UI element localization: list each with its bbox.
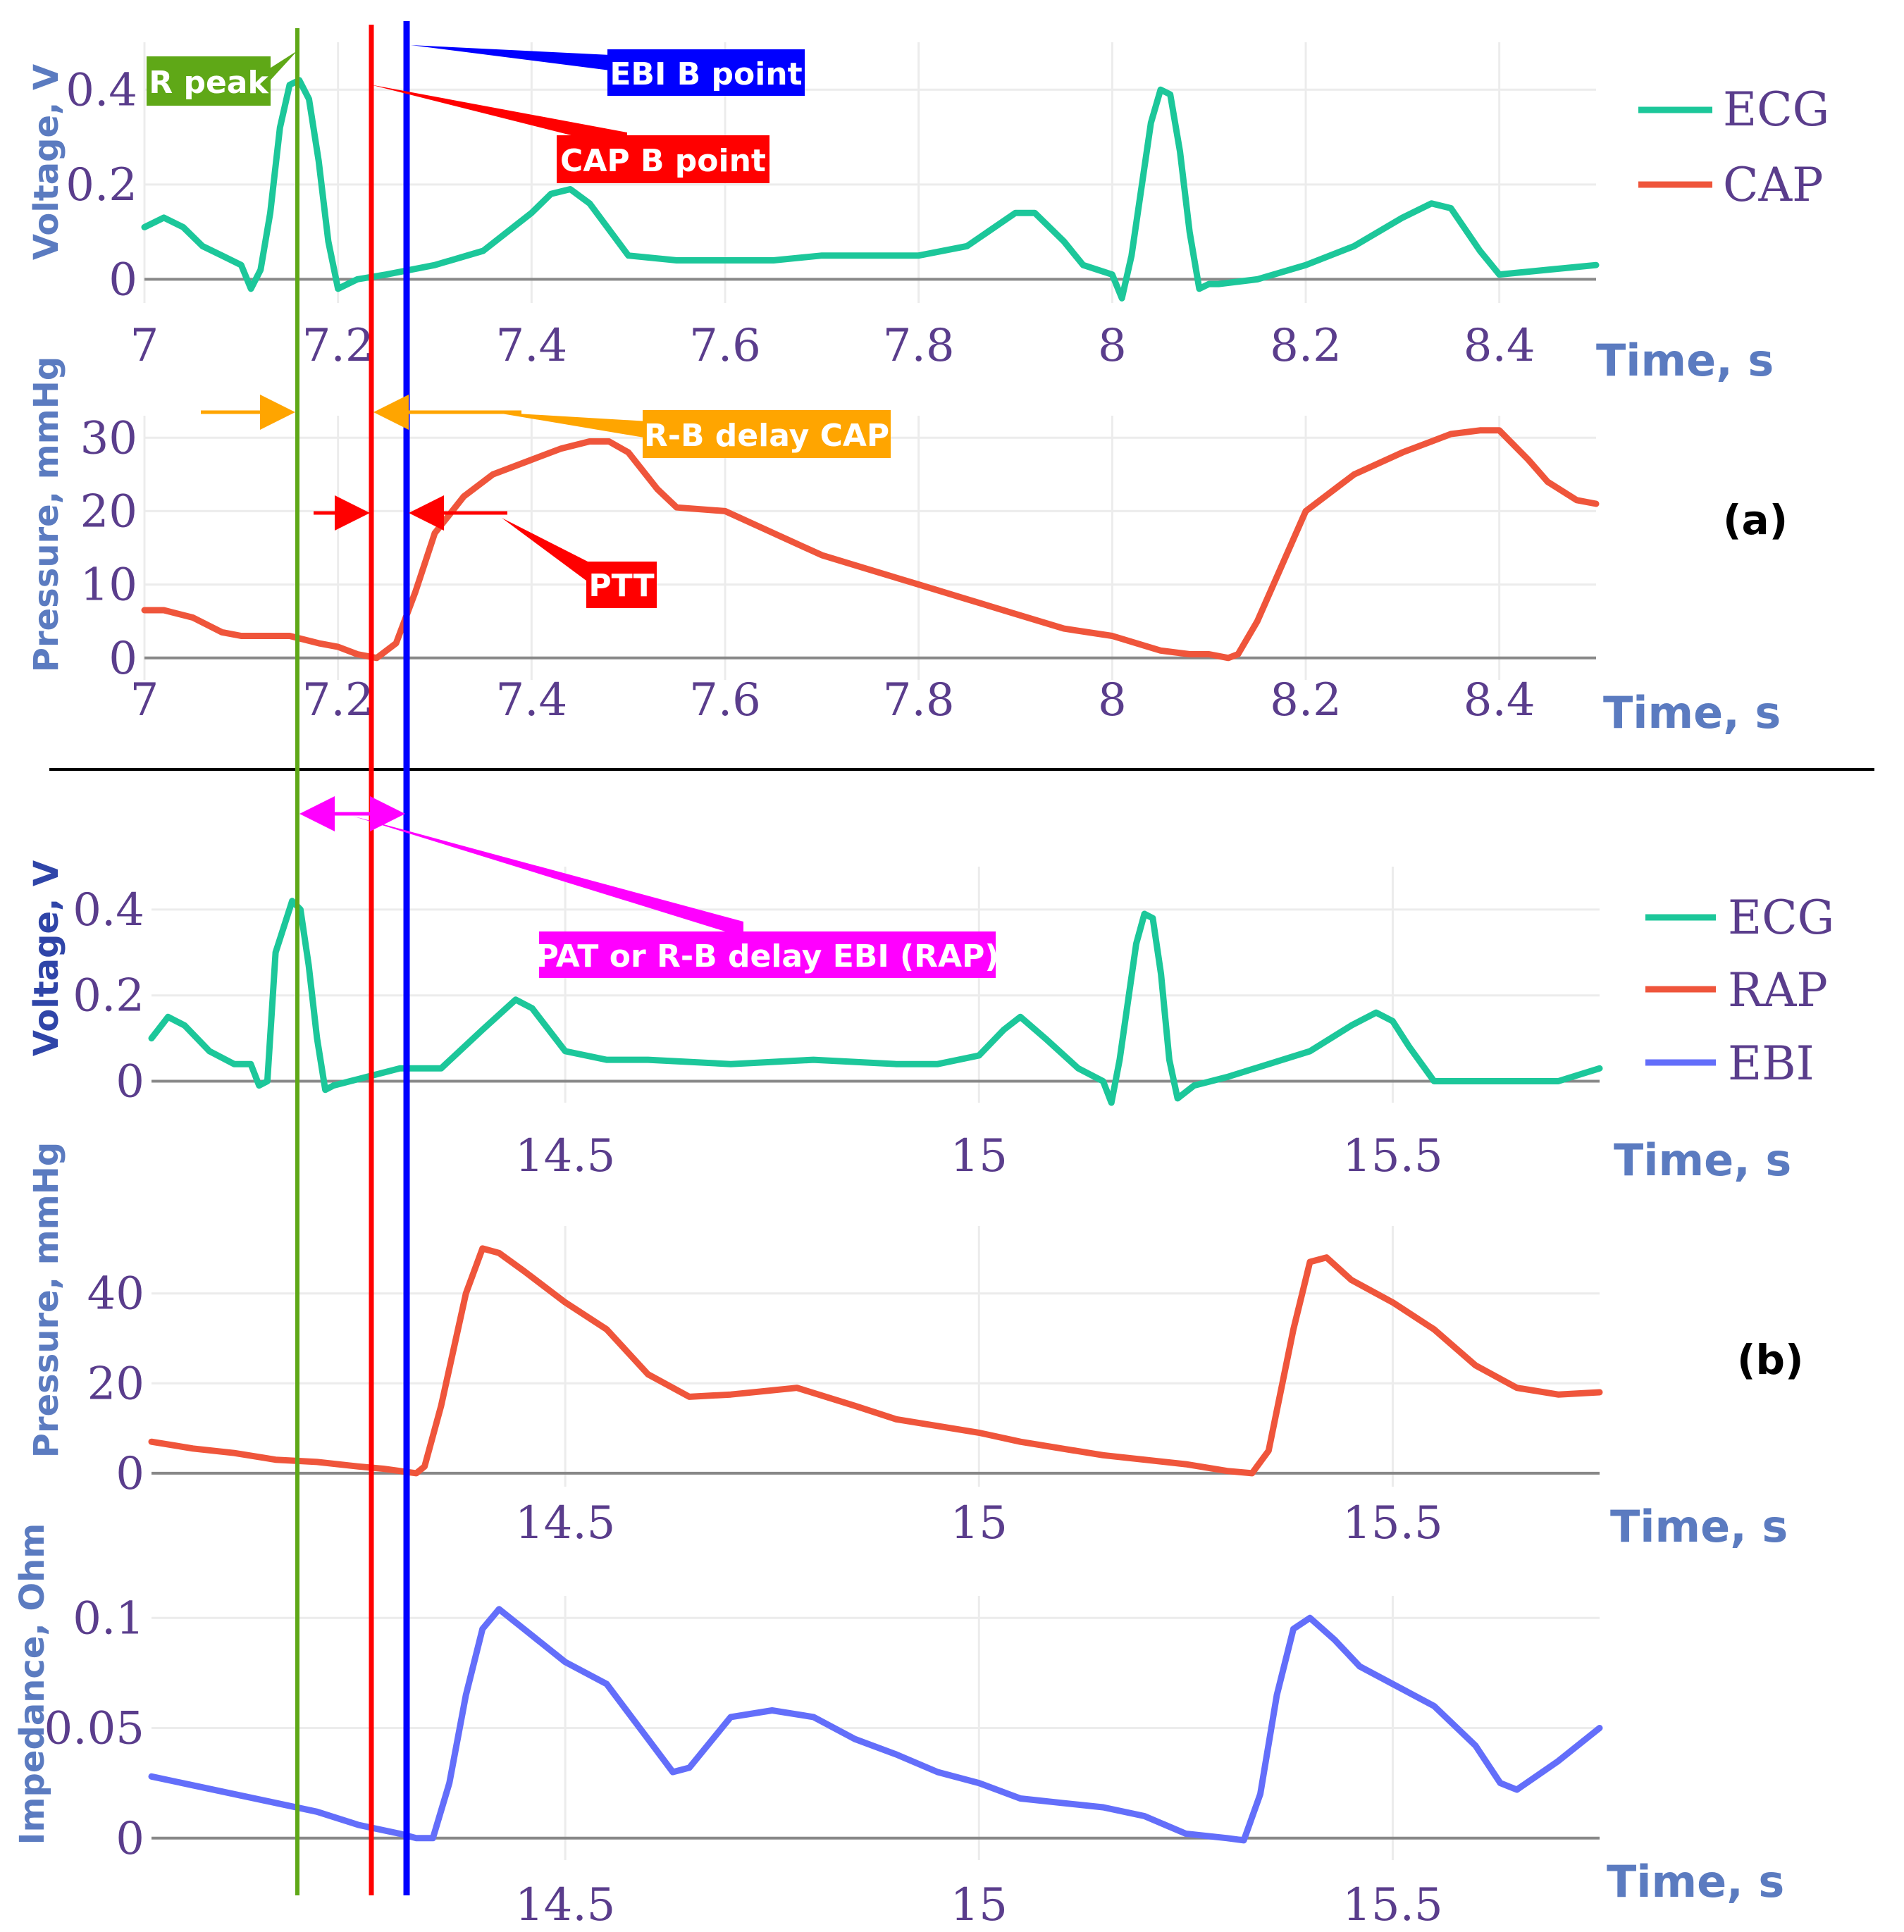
a-ecg-ecg-trace [141, 77, 1600, 302]
b-rap-y-title: Pressure, mmHg [27, 1142, 66, 1458]
b-ecg-x-title: Time, s [1614, 1134, 1791, 1186]
legend-b: ECG RAP EBI [1645, 891, 1834, 1091]
rb-delay-label: R-B delay CAP [644, 418, 889, 454]
chart-a-ecg: 7 7.2 7.4 7.6 7.8 8 8.2 8.4 0 0.2 0.4 [66, 42, 1600, 372]
a-cap-xtick-6: 8.2 [1270, 674, 1342, 726]
b-ebi-ebi-trace [148, 1606, 1603, 1844]
b-rap-rap-trace [148, 1245, 1603, 1477]
a-cap-xtick-3: 7.6 [689, 674, 761, 726]
b-ebi-ytick-1: 0.05 [44, 1703, 145, 1755]
r-peak-pointer [266, 51, 297, 85]
chart-b-ecg: 14.5 15 15.5 0 0.2 0.4 [73, 867, 1603, 1182]
b-ecg-ytick-1: 0.2 [73, 970, 144, 1022]
b-rap-x-title: Time, s [1610, 1501, 1788, 1552]
a-cap-ytick-0: 0 [109, 633, 137, 685]
b-ecg-ytick-0: 0 [116, 1056, 144, 1108]
a-ecg-xtick-7: 8.4 [1464, 320, 1535, 372]
chart-a-cap: 7 7.2 7.4 7.6 7.8 8 8.2 8.4 0 10 20 30 [80, 412, 1600, 726]
legend-a-ecg: ECG [1723, 82, 1829, 137]
a-cap-xtick-1: 7.2 [302, 674, 374, 726]
cap-b-box [557, 135, 769, 183]
chart-b-ebi: 14.5 15 15.5 0 0.05 0.1 [44, 1592, 1603, 1931]
legend-b-rap: RAP [1728, 963, 1828, 1017]
b-ebi-y-title: Impedance, Ohm [13, 1523, 52, 1845]
b-rap-xtick-2: 15.5 [1342, 1497, 1443, 1549]
b-ebi-xtick-1: 15 [951, 1879, 1008, 1931]
legend-b-ecg: ECG [1728, 891, 1834, 945]
b-ecg-ytick-2: 0.4 [73, 884, 144, 936]
legend-a-cap: CAP [1723, 158, 1824, 212]
a-cap-ytick-2: 20 [80, 485, 137, 538]
a-ecg-xtick-6: 8.2 [1270, 320, 1342, 372]
pat-pointer [352, 816, 743, 937]
rb-delay-pointer [493, 412, 648, 438]
ebi-b-label: EBI B point [610, 56, 802, 92]
panel-label-b: (b) [1737, 1336, 1804, 1384]
a-ecg-x-title: Time, s [1596, 335, 1774, 386]
a-ecg-xtick-4: 7.8 [883, 320, 955, 372]
cap-b-point-callout: CAP B point [370, 85, 769, 183]
a-ecg-xtick-0: 7 [130, 320, 159, 372]
r-peak-callout: R peak [147, 51, 297, 106]
cap-b-pointer [370, 85, 627, 149]
b-rap-ytick-1: 20 [87, 1358, 144, 1410]
b-ecg-xtick-0: 14.5 [515, 1130, 616, 1182]
b-rap-xtick-1: 15 [951, 1497, 1008, 1549]
b-ecg-xtick-1: 15 [951, 1130, 1008, 1182]
r-peak-label: R peak [149, 65, 269, 101]
cap-b-label: CAP B point [560, 143, 766, 179]
ptt-pointer [502, 518, 592, 585]
a-ecg-xtick-3: 7.6 [689, 320, 761, 372]
pat-box [539, 931, 996, 978]
rb-delay-cap-annotation: R-B delay CAP [201, 395, 891, 458]
a-cap-xtick-5: 8 [1098, 674, 1127, 726]
a-cap-xtick-7: 8.4 [1464, 674, 1535, 726]
a-ecg-ytick-0: 0 [109, 254, 137, 306]
a-cap-y-title: Pressure, mmHg [27, 357, 66, 672]
panel-label-a: (a) [1723, 496, 1788, 544]
rb-delay-box [643, 410, 891, 458]
b-ebi-xtick-0: 14.5 [515, 1879, 616, 1931]
b-ebi-ytick-2: 0.1 [73, 1592, 144, 1645]
ptt-label: PTT [588, 568, 654, 604]
chart-b-rap: 14.5 15 15.5 0 20 40 [87, 1226, 1603, 1549]
a-ecg-xtick-5: 8 [1098, 320, 1127, 372]
a-cap-ytick-1: 10 [80, 559, 137, 612]
a-cap-x-title: Time, s [1603, 687, 1781, 738]
a-ecg-ytick-1: 0.2 [66, 159, 137, 211]
ebi-b-box [607, 49, 805, 96]
a-cap-xtick-4: 7.8 [883, 674, 955, 726]
r-peak-box [147, 56, 271, 106]
a-cap-xtick-2: 7.4 [495, 674, 567, 726]
b-ebi-xtick-2: 15.5 [1342, 1879, 1443, 1931]
b-ebi-x-title: Time, s [1607, 1856, 1784, 1907]
a-ecg-ytick-2: 0.4 [66, 64, 137, 116]
b-rap-ytick-0: 0 [116, 1448, 144, 1500]
a-ecg-xtick-1: 7.2 [302, 320, 374, 372]
b-ecg-xtick-2: 15.5 [1342, 1130, 1443, 1182]
b-ebi-ytick-0: 0 [116, 1813, 144, 1865]
b-rap-xtick-0: 14.5 [515, 1497, 616, 1549]
b-ecg-y-title: Voltage, V [27, 860, 66, 1056]
ptt-box [586, 562, 657, 608]
a-cap-ytick-3: 30 [80, 412, 137, 464]
ebi-b-point-callout: EBI B point [411, 45, 805, 96]
a-cap-cap-trace [141, 427, 1600, 662]
b-rap-ytick-2: 40 [87, 1268, 144, 1320]
a-ecg-xtick-2: 7.4 [495, 320, 567, 372]
legend-a: ECG CAP [1638, 82, 1829, 212]
a-cap-xtick-0: 7 [130, 674, 159, 726]
pat-label: PAT or R-B delay EBI (RAP) [536, 939, 999, 974]
a-ecg-y-title: Voltage, V [27, 64, 66, 260]
ptt-annotation: PTT [314, 495, 657, 608]
b-ecg-ecg-trace [148, 898, 1603, 1106]
pat-annotation: PAT or R-B delay EBI (RAP) [299, 796, 999, 978]
ebi-b-pointer [411, 45, 610, 70]
legend-b-ebi: EBI [1728, 1036, 1815, 1091]
